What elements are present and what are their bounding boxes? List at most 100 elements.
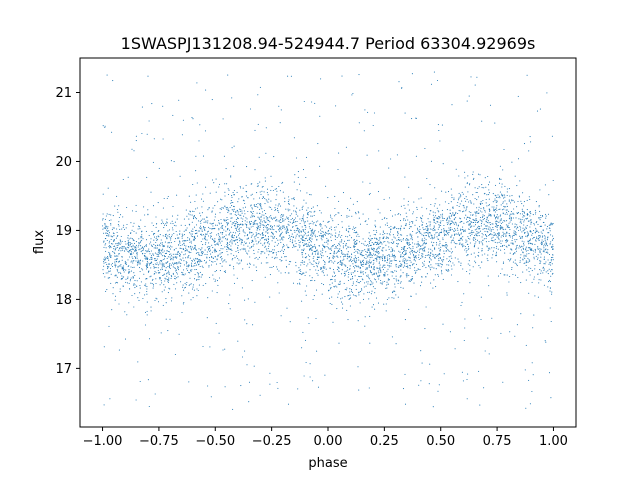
- data-point: [145, 268, 148, 270]
- data-point: [505, 209, 507, 211]
- data-point: [381, 266, 383, 269]
- data-point: [102, 218, 104, 220]
- data-point: [442, 261, 444, 263]
- data-point: [118, 216, 120, 219]
- data-point: [539, 189, 541, 191]
- data-point: [504, 233, 506, 235]
- data-point: [502, 262, 504, 264]
- data-point: [550, 260, 552, 262]
- data-point: [351, 215, 353, 217]
- data-point: [306, 256, 308, 258]
- data-point: [517, 276, 519, 279]
- data-point: [182, 240, 184, 242]
- data-point: [420, 232, 422, 234]
- data-point: [154, 244, 156, 247]
- data-point: [317, 263, 319, 265]
- data-point: [195, 232, 197, 235]
- data-point: [467, 236, 469, 238]
- data-point: [354, 265, 356, 267]
- data-point: [157, 269, 159, 272]
- data-point: [336, 251, 339, 253]
- data-point: [435, 286, 437, 288]
- data-point: [280, 226, 282, 228]
- data-point: [201, 206, 203, 208]
- data-point: [170, 300, 173, 302]
- data-point: [411, 118, 413, 120]
- data-point: [445, 269, 447, 271]
- data-point: [384, 273, 386, 275]
- data-point: [453, 237, 455, 239]
- data-point: [297, 215, 299, 217]
- data-point: [537, 257, 539, 259]
- data-point: [303, 248, 305, 250]
- data-point: [223, 155, 225, 157]
- data-point: [457, 229, 459, 231]
- data-point: [446, 222, 448, 224]
- data-point: [484, 192, 486, 194]
- data-point: [442, 239, 444, 241]
- data-point: [501, 209, 503, 211]
- data-point: [491, 234, 493, 236]
- data-point: [309, 261, 311, 263]
- data-point: [267, 238, 269, 240]
- data-point: [208, 242, 210, 244]
- data-point: [340, 214, 342, 217]
- data-point: [499, 208, 501, 210]
- data-point: [488, 213, 490, 215]
- data-point: [156, 262, 158, 264]
- data-point: [189, 277, 191, 279]
- data-point: [467, 175, 469, 177]
- data-point: [331, 275, 334, 277]
- data-point: [476, 239, 479, 241]
- data-point: [510, 248, 512, 250]
- data-point: [366, 267, 368, 269]
- data-point: [376, 247, 378, 249]
- data-point: [454, 228, 456, 230]
- data-point: [359, 291, 362, 293]
- data-point: [189, 210, 191, 212]
- data-point: [461, 244, 463, 246]
- data-point: [235, 250, 237, 253]
- data-point: [235, 221, 238, 223]
- data-point: [437, 238, 439, 240]
- data-point: [346, 287, 348, 289]
- data-point: [475, 219, 477, 221]
- data-point: [161, 291, 163, 293]
- data-point: [168, 270, 170, 272]
- data-point: [168, 277, 170, 279]
- data-point: [226, 246, 228, 248]
- data-point: [543, 263, 545, 265]
- data-point: [526, 74, 528, 76]
- data-point: [127, 235, 129, 237]
- data-point: [220, 237, 222, 239]
- data-point: [486, 228, 488, 230]
- data-point: [340, 250, 342, 252]
- data-point: [535, 227, 537, 229]
- data-point: [337, 283, 339, 285]
- data-point: [239, 208, 241, 210]
- data-point: [499, 225, 502, 227]
- data-point: [517, 212, 520, 214]
- data-point: [525, 249, 527, 251]
- data-point: [239, 214, 241, 216]
- data-point: [227, 210, 229, 212]
- data-point: [306, 265, 308, 267]
- data-point: [342, 259, 344, 261]
- data-point: [427, 227, 429, 229]
- data-point: [323, 247, 326, 249]
- data-point: [298, 282, 300, 284]
- data-point: [274, 236, 276, 238]
- data-point: [158, 253, 160, 255]
- data-point: [199, 261, 201, 263]
- data-point: [171, 234, 173, 236]
- data-point: [334, 236, 336, 238]
- data-point: [236, 191, 238, 193]
- data-point: [452, 213, 454, 215]
- data-point: [171, 297, 173, 299]
- data-point: [118, 205, 120, 207]
- data-point: [138, 299, 140, 301]
- data-point: [169, 248, 172, 250]
- data-point: [131, 210, 134, 212]
- data-point: [387, 278, 389, 280]
- data-point: [339, 241, 341, 243]
